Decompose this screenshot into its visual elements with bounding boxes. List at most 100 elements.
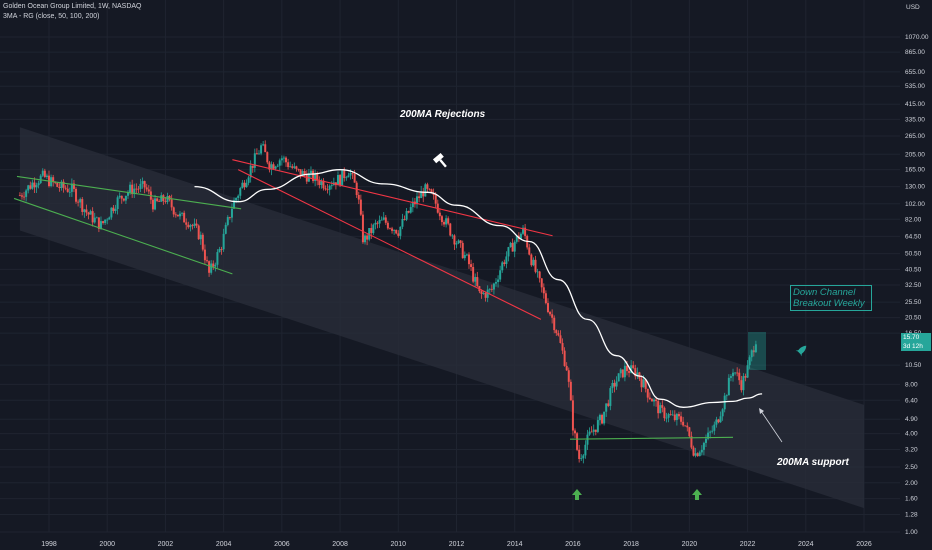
candle-body xyxy=(391,228,394,231)
candle-body xyxy=(611,382,614,389)
candle-body xyxy=(189,225,192,228)
candle-body xyxy=(168,196,171,200)
candle-body xyxy=(197,225,200,240)
time-axis[interactable]: 1998 2000 2002 2004 2006 2008 2010 2012 2014 2016… xyxy=(0,536,932,550)
candle-body xyxy=(663,407,666,419)
candle-body xyxy=(328,185,331,190)
candle-body xyxy=(451,235,454,237)
candle-body xyxy=(734,372,737,374)
y-tick-label: 205.00 xyxy=(905,151,925,158)
candle-body xyxy=(680,416,683,422)
candle-body xyxy=(546,303,549,313)
candle-body xyxy=(235,198,238,201)
last-price: 15.70 xyxy=(903,334,920,341)
candle-body xyxy=(725,395,728,397)
candle-body xyxy=(224,224,227,234)
candle-body xyxy=(603,411,606,424)
x-tick-label: 2024 xyxy=(798,541,814,548)
candle-body xyxy=(717,419,720,423)
candle-body xyxy=(309,170,312,174)
candle-body xyxy=(501,262,504,271)
candle-body xyxy=(141,181,144,184)
candle-body xyxy=(415,196,418,205)
candle-body xyxy=(411,201,414,208)
candle-body xyxy=(339,174,342,186)
candle-body xyxy=(721,409,724,417)
y-tick-label: 1.00 xyxy=(905,529,918,536)
candle-body xyxy=(661,405,664,408)
candle-body xyxy=(461,242,464,259)
candle-body xyxy=(75,188,78,202)
candle-body xyxy=(657,401,660,414)
candle-body xyxy=(336,174,339,186)
candle-body xyxy=(18,195,21,197)
candle-body xyxy=(287,162,290,168)
candle-body xyxy=(424,184,427,197)
candle-body xyxy=(203,249,206,261)
candle-body xyxy=(694,453,697,456)
arrow-up-icon xyxy=(692,489,702,500)
candle-body xyxy=(60,181,63,189)
candle-body xyxy=(366,235,369,240)
last-price-badge: 15.70 3d 12h xyxy=(901,333,931,351)
candle-body xyxy=(530,254,533,266)
candle-body xyxy=(52,177,55,183)
candle-body xyxy=(420,191,423,199)
candle-body xyxy=(395,229,398,234)
candle-body xyxy=(646,388,649,398)
candle-body xyxy=(68,191,71,193)
candle-body xyxy=(486,289,489,298)
candle-body xyxy=(23,196,26,198)
candle-body xyxy=(210,263,213,273)
candle-body xyxy=(72,183,75,189)
candle-body xyxy=(557,333,560,336)
candle-body xyxy=(713,424,716,431)
candle-body xyxy=(353,173,356,183)
candle-body xyxy=(702,442,705,450)
candle-body xyxy=(434,194,437,204)
candle-body xyxy=(551,314,554,318)
candle-body xyxy=(147,189,150,192)
candle-body xyxy=(272,164,275,169)
candle-body xyxy=(118,195,121,198)
y-tick-label: 32.50 xyxy=(905,282,922,289)
candle-body xyxy=(170,199,173,208)
candle-body xyxy=(642,379,645,388)
candle-body xyxy=(345,177,348,179)
candle-body xyxy=(584,444,587,456)
currency-label: USD xyxy=(906,4,920,11)
candle-body xyxy=(158,201,161,202)
candle-body xyxy=(484,293,487,298)
candle-body xyxy=(280,158,283,161)
candle-body xyxy=(659,405,662,414)
candle-body xyxy=(380,219,383,221)
price-axis[interactable]: USD 1070.00 865.00 655.00 535.00 415.00 335.00… xyxy=(900,0,932,550)
x-tick-label: 2006 xyxy=(274,541,290,548)
candle-body xyxy=(465,254,468,256)
y-tick-label: 165.00 xyxy=(905,167,925,174)
x-tick-label: 2020 xyxy=(682,541,698,548)
candle-body xyxy=(482,293,485,294)
y-tick-label: 2.00 xyxy=(905,480,918,487)
candle-body xyxy=(166,196,169,202)
y-tick-label: 6.40 xyxy=(905,397,918,404)
candle-body xyxy=(571,400,574,431)
x-tick-label: 2010 xyxy=(390,541,406,548)
candle-body xyxy=(393,229,396,231)
candle-body xyxy=(255,153,258,155)
candle-body xyxy=(628,371,631,373)
candle-body xyxy=(472,266,475,282)
candle-body xyxy=(544,293,547,304)
candle-body xyxy=(89,211,92,215)
candle-body xyxy=(359,199,362,215)
candle-body xyxy=(746,365,749,378)
candle-body xyxy=(291,166,294,168)
candle-body xyxy=(230,208,233,218)
candle-body xyxy=(754,344,757,353)
candle-body xyxy=(31,182,34,189)
candle-body xyxy=(609,388,612,406)
candle-body xyxy=(719,416,722,423)
candle-body xyxy=(430,189,433,193)
